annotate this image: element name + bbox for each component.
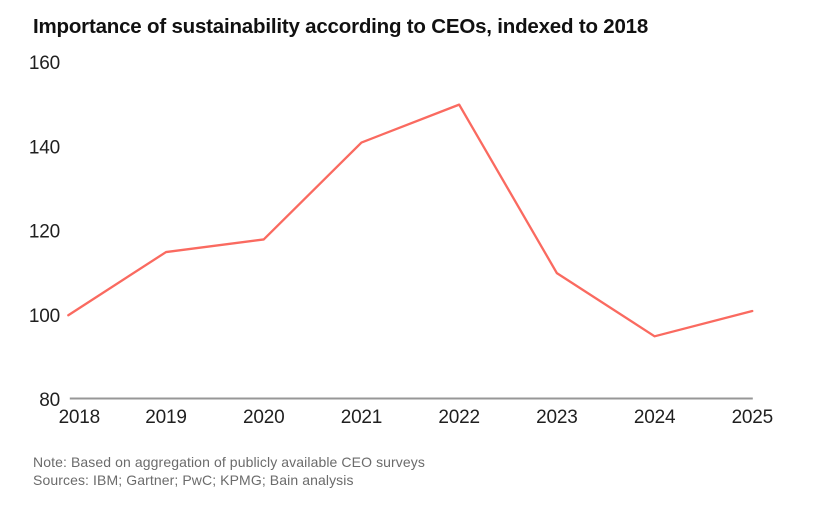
y-tick-label: 120 xyxy=(29,222,60,243)
x-tick-label: 2018 xyxy=(59,407,100,428)
y-tick-label: 100 xyxy=(29,306,60,327)
chart-note: Note: Based on aggregation of publicly a… xyxy=(33,454,425,470)
y-tick-label: 140 xyxy=(29,137,60,158)
y-tick-label: 80 xyxy=(39,390,60,411)
x-tick-label: 2025 xyxy=(732,407,773,428)
x-tick-label: 2022 xyxy=(438,407,479,428)
chart-footer: Note: Based on aggregation of publicly a… xyxy=(33,453,425,489)
y-tick-label: 160 xyxy=(29,53,60,74)
chart-sources: Sources: IBM; Gartner; PwC; KPMG; Bain a… xyxy=(33,472,354,488)
x-tick-label: 2019 xyxy=(145,407,186,428)
chart-title: Importance of sustainability according t… xyxy=(33,15,649,38)
line-series xyxy=(67,103,754,338)
x-tick-label: 2020 xyxy=(243,407,284,428)
x-tick-label: 2023 xyxy=(536,407,577,428)
x-tick-label: 2021 xyxy=(341,407,382,428)
x-tick-label: 2024 xyxy=(634,407,676,428)
